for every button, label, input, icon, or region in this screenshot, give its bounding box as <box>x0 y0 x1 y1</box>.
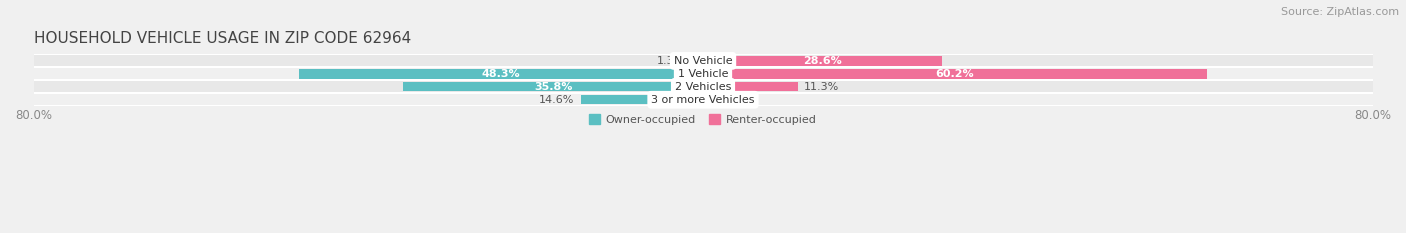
Text: 48.3%: 48.3% <box>482 69 520 79</box>
Text: 0.0%: 0.0% <box>710 95 738 105</box>
Bar <box>404 82 703 92</box>
Text: 14.6%: 14.6% <box>538 95 574 105</box>
Text: Source: ZipAtlas.com: Source: ZipAtlas.com <box>1281 7 1399 17</box>
Bar <box>299 69 703 79</box>
Text: 11.3%: 11.3% <box>804 82 839 92</box>
Bar <box>34 80 1372 93</box>
Legend: Owner-occupied, Renter-occupied: Owner-occupied, Renter-occupied <box>585 110 821 129</box>
Text: 60.2%: 60.2% <box>935 69 974 79</box>
Bar <box>34 55 1372 67</box>
Bar <box>703 69 1206 79</box>
Bar <box>34 93 1372 106</box>
Text: No Vehicle: No Vehicle <box>673 56 733 66</box>
Bar <box>581 95 703 104</box>
Text: 35.8%: 35.8% <box>534 82 572 92</box>
Bar <box>34 67 1372 80</box>
Text: 28.6%: 28.6% <box>803 56 842 66</box>
Text: 1 Vehicle: 1 Vehicle <box>678 69 728 79</box>
Text: 1.3%: 1.3% <box>657 56 686 66</box>
Bar <box>692 56 703 65</box>
Text: 2 Vehicles: 2 Vehicles <box>675 82 731 92</box>
Text: 3 or more Vehicles: 3 or more Vehicles <box>651 95 755 105</box>
Bar <box>703 82 797 92</box>
Bar <box>703 56 942 65</box>
Text: HOUSEHOLD VEHICLE USAGE IN ZIP CODE 62964: HOUSEHOLD VEHICLE USAGE IN ZIP CODE 6296… <box>34 31 411 46</box>
